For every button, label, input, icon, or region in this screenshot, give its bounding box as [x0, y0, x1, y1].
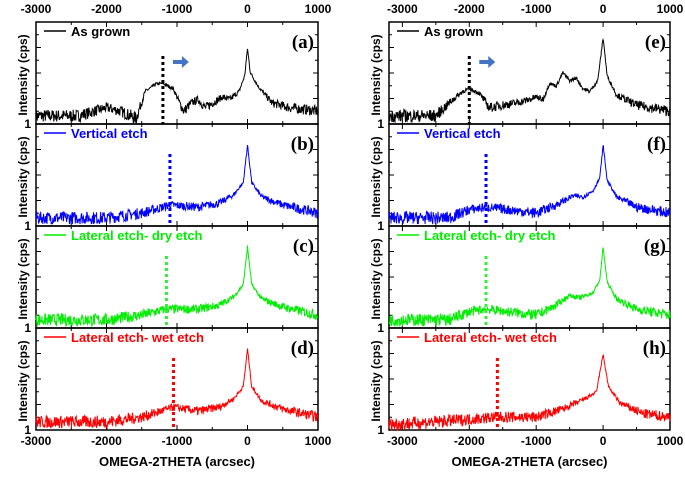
x-tick-label: 1000 — [657, 434, 684, 448]
legend-label: Lateral etch- wet etch — [424, 330, 557, 345]
y-tick-label: 1 — [24, 117, 31, 131]
legend-label: As grown — [71, 24, 130, 39]
panel-b: Vertical etch (b) 1 Intensity (cps) — [16, 123, 319, 233]
series-line — [35, 245, 319, 328]
panel-label: (c) — [293, 236, 314, 257]
y-tick-label: 1 — [377, 117, 384, 131]
x-tick-label: -2000 — [454, 2, 485, 16]
y-tick-label: 1 — [377, 321, 384, 335]
legend-label: As grown — [424, 24, 483, 39]
x-tick-label: -2000 — [454, 434, 485, 448]
panel-label: (h) — [643, 338, 666, 359]
x-tick-label: 0 — [244, 2, 251, 16]
series-line — [35, 145, 319, 225]
panel-d: Lateral etch- wet etch (d) 1 Intensity (cps… — [16, 327, 332, 469]
y-axis-label: Intensity (cps) — [16, 136, 30, 217]
panel-label: (b) — [291, 134, 314, 155]
panel-label: (a) — [292, 32, 314, 53]
series-line — [35, 48, 319, 124]
y-axis-label: Intensity (cps) — [369, 340, 383, 421]
y-axis-label: Intensity (cps) — [16, 340, 30, 421]
x-tick-label: 1000 — [657, 2, 684, 16]
legend-label: Lateral etch- dry etch — [424, 228, 556, 243]
y-tick-label: 1 — [24, 219, 31, 233]
x-tick-label: -1000 — [162, 434, 193, 448]
panel-g: Lateral etch- dry etch (g) 1 Intensity (cps… — [369, 225, 671, 335]
y-axis-label: Intensity (cps) — [16, 238, 30, 319]
panel-f: Vertical etch (f) 1 Intensity (cps) — [369, 123, 671, 233]
x-tick-label: -1000 — [521, 434, 552, 448]
series-line — [388, 38, 671, 124]
y-tick-label: 1 — [24, 423, 31, 437]
x-tick-label: 0 — [600, 434, 607, 448]
legend-label: Vertical etch — [424, 126, 501, 141]
y-axis-label: Intensity (cps) — [369, 238, 383, 319]
series-line — [35, 348, 319, 430]
legend-label: Lateral etch- wet etch — [71, 330, 204, 345]
panel-e: As grown (e) 1 Intensity (cps) -3000 -2000 -10… — [369, 2, 684, 131]
panel-a: As grown (a) 1 Intensity (cps) -3000 -2000 -10… — [16, 2, 332, 131]
legend-label: Lateral etch- dry etch — [71, 228, 203, 243]
y-tick-label: 1 — [24, 321, 31, 335]
shift-arrow-icon — [172, 56, 189, 68]
x-tick-label: -3000 — [21, 2, 52, 16]
x-tick-label: -2000 — [91, 2, 122, 16]
panel-label: (e) — [645, 32, 666, 53]
y-axis-label: Intensity (cps) — [369, 136, 383, 217]
x-tick-label: -3000 — [387, 2, 418, 16]
x-tick-label: -1000 — [162, 2, 193, 16]
series-line — [388, 354, 671, 432]
x-axis-label: OMEGA-2THETA (arcsec) — [99, 454, 255, 469]
y-axis-label: Intensity (cps) — [16, 34, 30, 115]
y-tick-label: 1 — [377, 219, 384, 233]
x-tick-label: -1000 — [521, 2, 552, 16]
x-tick-label: -2000 — [91, 434, 122, 448]
legend-label: Vertical etch — [71, 126, 148, 141]
x-tick-label: -3000 — [21, 434, 52, 448]
panel-label: (g) — [644, 236, 666, 257]
panel-h: Lateral etch- wet etch (h) 1 Intensity (cps… — [369, 327, 684, 469]
y-tick-label: 1 — [377, 423, 384, 437]
x-tick-label: 1000 — [305, 2, 332, 16]
panel-label: (f) — [647, 134, 666, 155]
x-tick-label: 1000 — [305, 434, 332, 448]
x-axis-label: OMEGA-2THETA (arcsec) — [451, 454, 607, 469]
series-line — [388, 145, 671, 225]
panel-c: Lateral etch- dry etch (c) 1 Intensity (cps… — [16, 225, 319, 335]
x-tick-label: 0 — [600, 2, 607, 16]
shift-arrow-icon — [479, 56, 496, 68]
x-tick-label: 0 — [244, 434, 251, 448]
y-axis-label: Intensity (cps) — [369, 34, 383, 115]
x-tick-label: -3000 — [387, 434, 418, 448]
panel-label: (d) — [291, 338, 314, 359]
series-line — [388, 247, 671, 328]
